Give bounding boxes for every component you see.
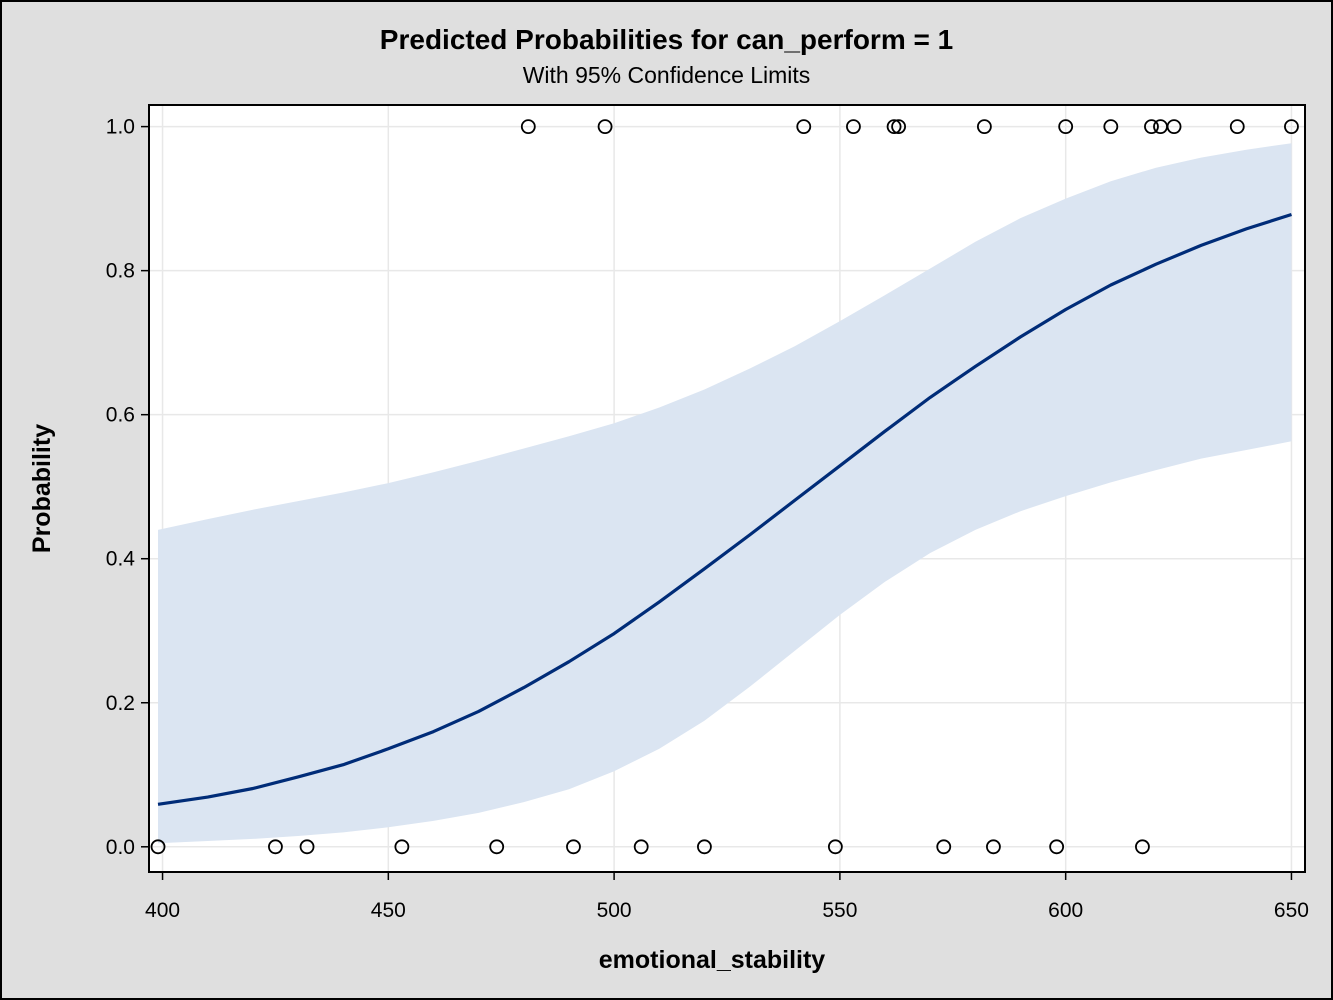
y-axis-title: Probability xyxy=(28,424,56,553)
data-point xyxy=(1058,119,1074,135)
x-axis-title: emotional_stability xyxy=(599,946,826,974)
x-tick-label: 650 xyxy=(1274,899,1309,922)
y-tick-label: 0.4 xyxy=(106,548,136,571)
data-point xyxy=(1049,839,1065,855)
data-point xyxy=(394,839,410,855)
data-point xyxy=(299,839,315,855)
data-point xyxy=(1144,119,1159,135)
data-point xyxy=(1103,119,1119,135)
data-point xyxy=(489,839,505,855)
data-point xyxy=(1284,119,1299,135)
data-point xyxy=(697,839,712,855)
y-tick-label: 0.6 xyxy=(106,404,135,427)
predicted-probability-line xyxy=(157,212,1292,806)
data-point xyxy=(566,839,581,855)
confidence-band xyxy=(158,143,1292,844)
x-tick-label: 450 xyxy=(371,899,406,922)
y-tick-label: 1.0 xyxy=(106,116,135,139)
data-point xyxy=(891,119,906,135)
data-point xyxy=(1135,839,1150,855)
plot-border xyxy=(148,104,1306,873)
observed-points xyxy=(150,119,1299,855)
data-point xyxy=(886,119,902,135)
chart-title: Predicted Probabilities for can_perform … xyxy=(379,24,954,55)
data-point xyxy=(976,119,992,135)
x-tick-label: 600 xyxy=(1048,899,1083,922)
data-point xyxy=(936,839,952,855)
data-point xyxy=(150,839,166,855)
y-tick-label: 0.8 xyxy=(106,260,135,283)
data-point xyxy=(597,119,613,135)
data-point xyxy=(1166,119,1182,135)
data-point xyxy=(796,119,812,135)
data-point xyxy=(633,839,649,855)
data-point xyxy=(268,839,283,855)
data-point xyxy=(846,119,861,135)
data-point xyxy=(827,839,843,855)
y-axis-ticks: 0.0 0.2 0.4 0.6 0.8 1.0 xyxy=(106,116,149,859)
data-point xyxy=(520,119,536,135)
x-axis-ticks: 400 450 500 550 600 650 xyxy=(145,872,1309,922)
data-point xyxy=(1229,119,1245,135)
x-tick-label: 550 xyxy=(822,899,857,922)
data-point xyxy=(986,839,1001,855)
x-tick-label: 500 xyxy=(597,899,632,922)
chart-subtitle: With 95% Confidence Limits xyxy=(522,62,811,88)
y-tick-label: 0.2 xyxy=(106,692,135,715)
x-tick-label: 400 xyxy=(145,899,180,922)
y-tick-label: 0.0 xyxy=(106,836,135,859)
